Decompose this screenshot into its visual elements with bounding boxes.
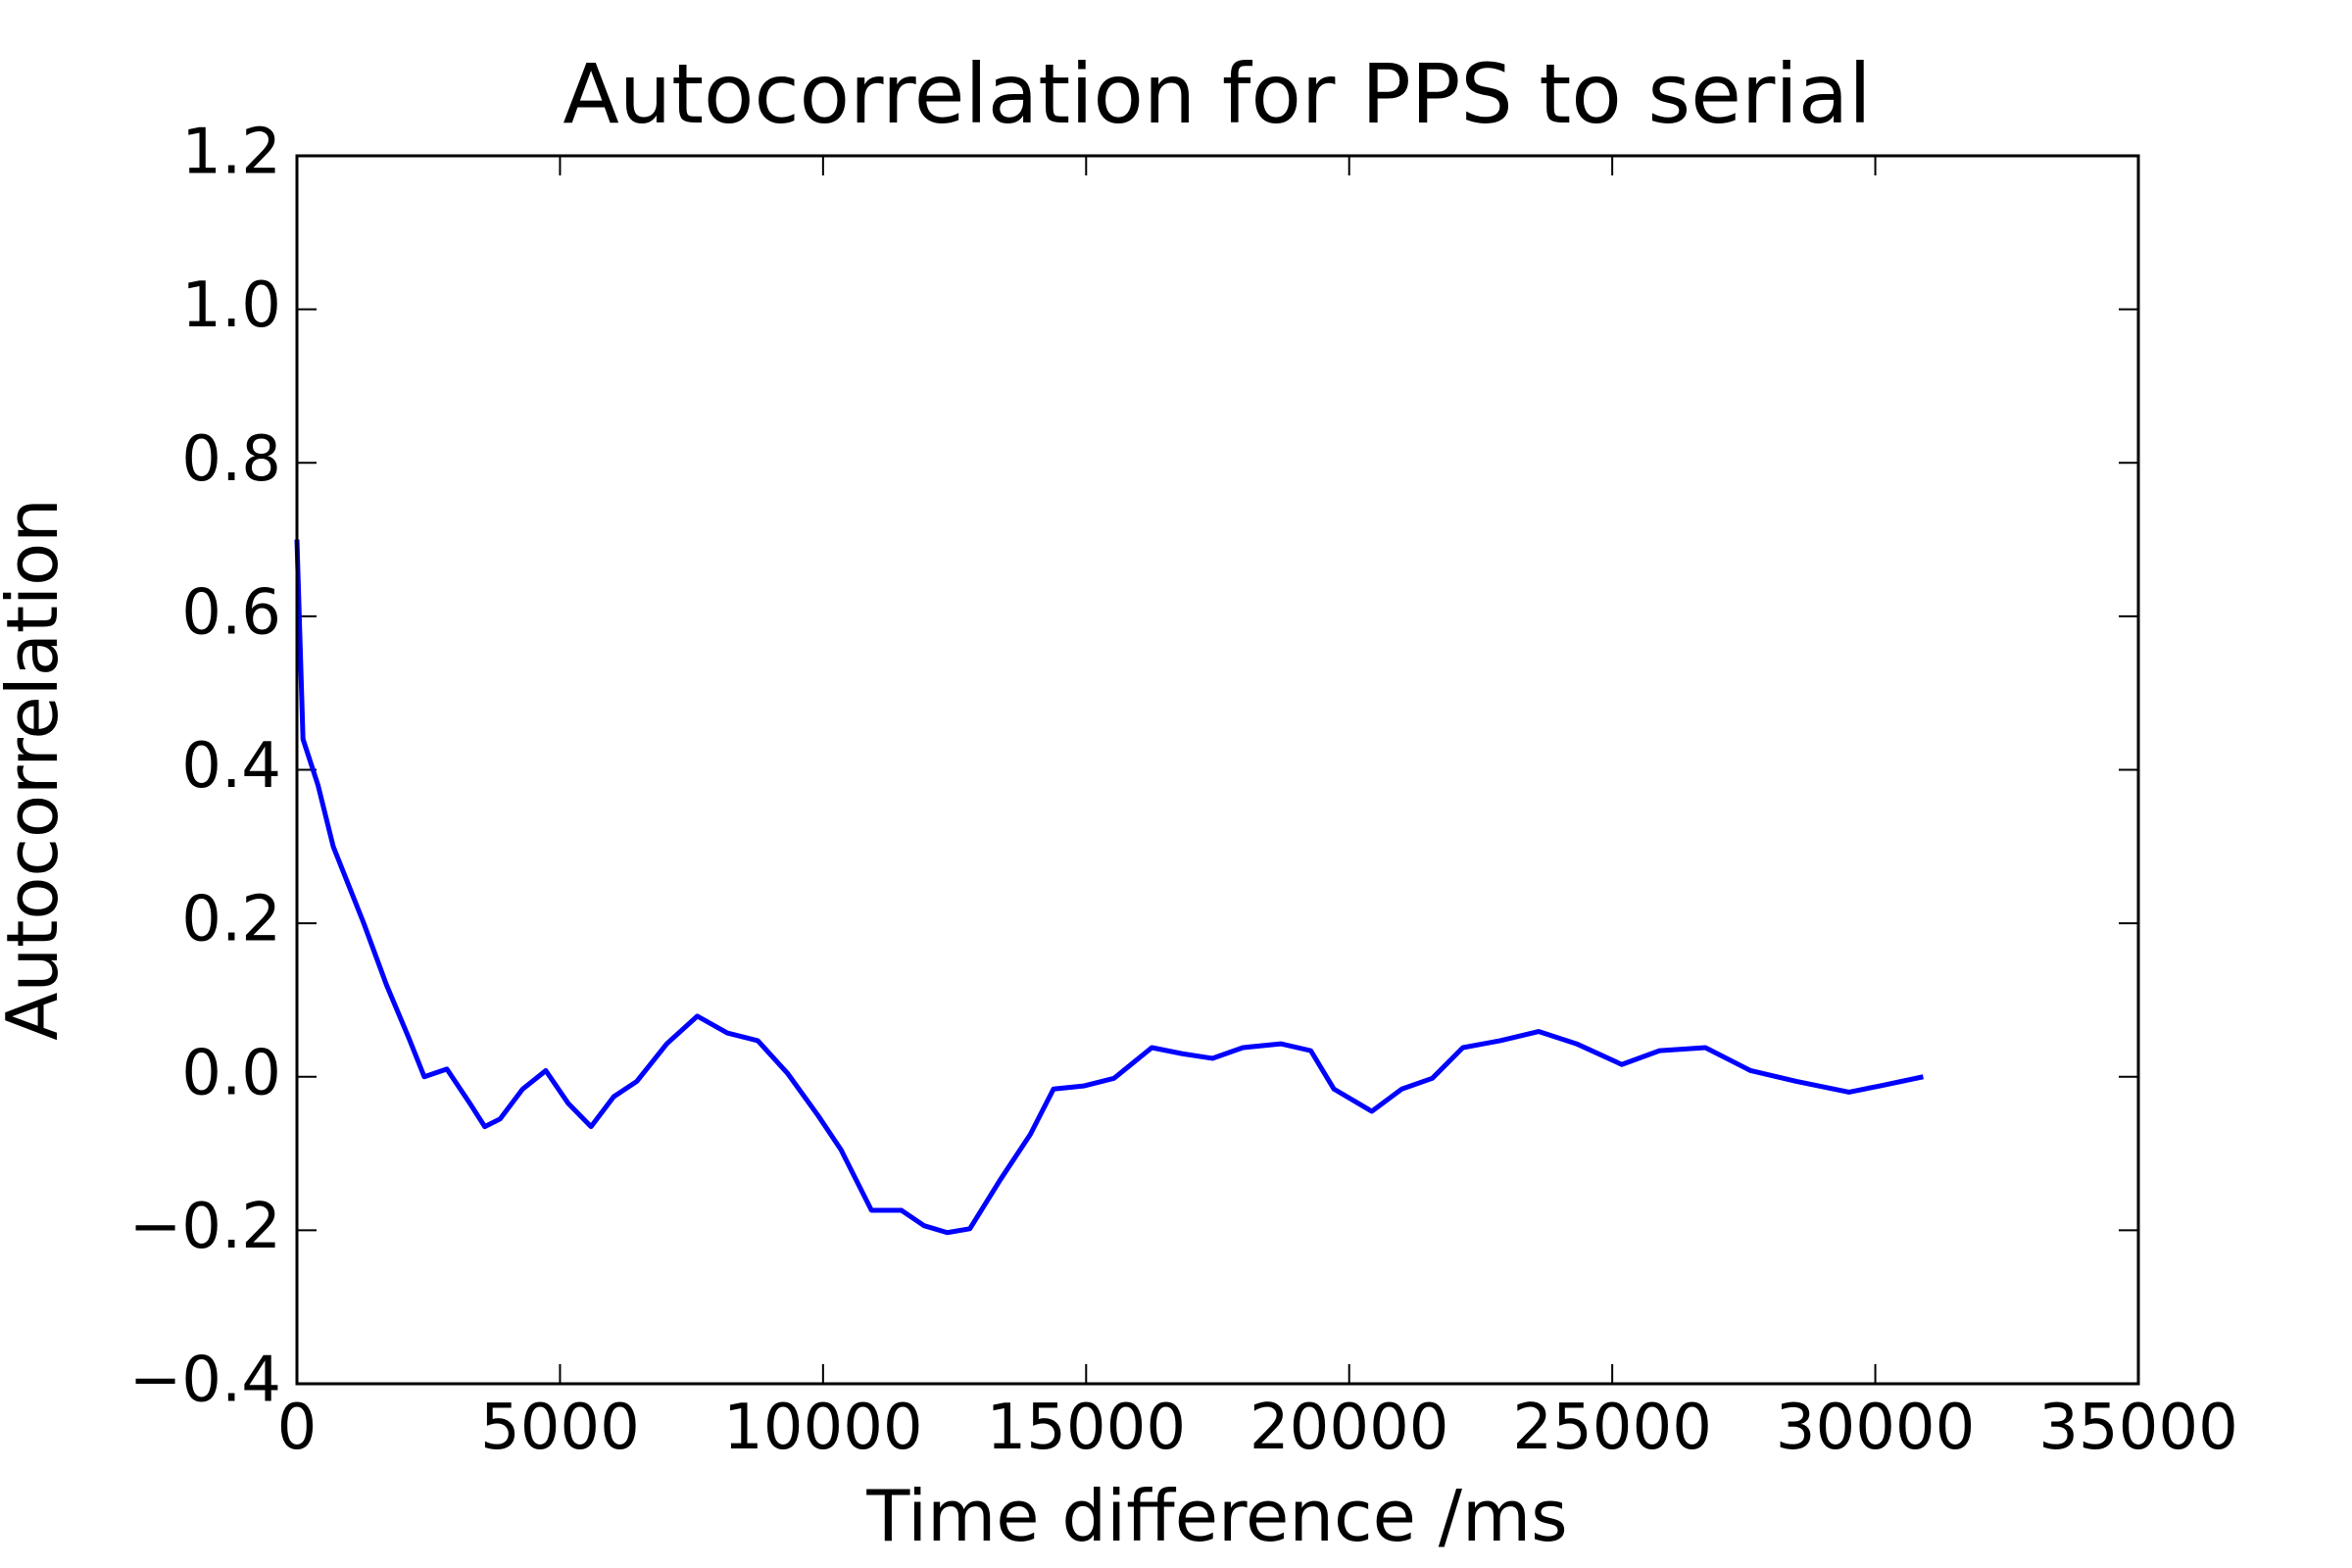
x-tick-label: 25000 (1512, 1392, 1712, 1464)
y-tick-label: 1.0 (181, 270, 281, 342)
y-axis-label: Autocorrelation (0, 498, 74, 1041)
x-tick-label: 0 (277, 1392, 318, 1464)
y-tick-label: −0.4 (129, 1345, 281, 1417)
x-tick-label: 20000 (1250, 1392, 1449, 1464)
y-tick-label: 0.2 (181, 884, 281, 956)
y-tick-label: 0.4 (181, 730, 281, 803)
y-tick-label: −0.2 (129, 1191, 281, 1263)
data-line (294, 539, 1924, 1236)
x-tick-label: 30000 (1776, 1392, 1976, 1464)
x-tick-label: 35000 (2038, 1392, 2238, 1464)
x-tick-label: 10000 (723, 1392, 923, 1464)
plot-frame (295, 154, 2140, 1386)
y-tick-label: 0.6 (181, 576, 281, 649)
y-tick-label: 0.8 (181, 423, 281, 496)
x-axis-label: Time difference /ms (865, 1475, 1567, 1557)
x-tick-label: 15000 (986, 1392, 1186, 1464)
y-tick-label: 0.0 (181, 1037, 281, 1109)
y-tick-label: 1.2 (181, 117, 281, 189)
x-tick-label: 5000 (480, 1392, 640, 1464)
chart-title: Autocorrelation for PPS to serial (563, 46, 1871, 142)
